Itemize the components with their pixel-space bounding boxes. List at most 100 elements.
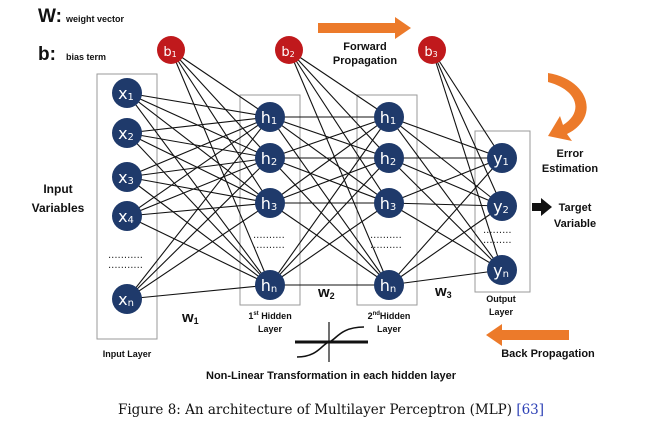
hidden2-num: 2	[368, 311, 373, 321]
output-node-n: yn	[487, 255, 517, 285]
connection-line	[269, 116, 390, 286]
back-propagation: Back Propagation	[486, 324, 595, 360]
input-layer-label: Input Layer	[103, 349, 152, 359]
hidden1-label: 1st Hidden Layer	[248, 311, 291, 334]
bias-node-2-label: b2	[281, 45, 294, 60]
connection-line	[431, 49, 503, 159]
connection-line	[288, 49, 390, 118]
hidden1-node-1-circle	[255, 102, 285, 132]
hidden2-sup: nd	[373, 311, 381, 317]
connection-line	[388, 202, 503, 207]
input-node-2-circle	[112, 118, 142, 148]
caption-citation[interactable]: [63]	[516, 402, 544, 418]
connection-line	[388, 157, 503, 207]
hidden2-node-2-label: h2	[380, 149, 397, 168]
w1-label: w1	[181, 309, 199, 326]
connection-line	[126, 157, 271, 217]
output-node-2-circle	[487, 191, 517, 221]
connection-line	[288, 49, 390, 204]
hidden2-label-line1: 2ndHidden	[368, 311, 411, 321]
connection-line	[388, 157, 503, 204]
bias-node-3-circle	[418, 36, 446, 64]
hidden2-node-2-circle	[374, 143, 404, 173]
hidden2-node-3-circle	[374, 188, 404, 218]
hidden2-node-1: h1	[374, 102, 404, 132]
output-label-line1: Output	[486, 294, 516, 304]
input-node-2: x2	[112, 118, 142, 148]
connection-line	[288, 49, 390, 159]
w1-main: w	[181, 309, 194, 326]
input-node-3: x3	[112, 162, 142, 192]
b-symbol: b:	[38, 44, 56, 65]
input-node-3-label: x3	[118, 168, 134, 187]
forward-line1: Forward	[343, 41, 386, 53]
connection-line	[126, 92, 271, 286]
connection-line	[388, 157, 503, 271]
hidden1-node-1: h1	[255, 102, 285, 132]
connection-line	[126, 92, 271, 204]
hidden2-node-1-circle	[374, 102, 404, 132]
bias-node-1-label: b1	[163, 45, 176, 60]
output-node-2-label: y2	[493, 197, 509, 216]
connection-line	[126, 116, 271, 217]
connection-line	[431, 49, 503, 271]
back-arrow-icon	[486, 324, 569, 346]
w3-main: w	[434, 283, 447, 300]
hidden2-label-line2: Layer	[377, 324, 402, 334]
connection-line	[269, 157, 390, 204]
connection-line	[388, 116, 503, 207]
connections	[126, 49, 503, 300]
hidden1-ellipsis-2: ..........	[253, 240, 285, 251]
hidden1-node-3: h3	[255, 188, 285, 218]
hidden2-node-3: h3	[374, 188, 404, 218]
connection-line	[388, 205, 503, 286]
connection-line	[288, 49, 390, 286]
connection-line	[388, 116, 503, 271]
input-variables-line2: Variables	[32, 201, 85, 215]
input-node-1: x1	[112, 78, 142, 108]
connection-line	[269, 157, 390, 286]
w-text: weight vector	[65, 14, 125, 24]
w1-sub: 1	[194, 316, 199, 326]
figure-caption: Figure 8: An architecture of Multilayer …	[118, 402, 544, 418]
hidden1-node-2: h2	[255, 143, 285, 173]
bias-node-1-circle	[157, 36, 185, 64]
connection-line	[126, 176, 271, 204]
hidden1-node-3-circle	[255, 188, 285, 218]
w3-sub: 3	[447, 290, 452, 300]
forward-arrow-icon	[318, 17, 411, 39]
connection-line	[170, 49, 271, 286]
output-node-n-circle	[487, 255, 517, 285]
hidden1-node-n-label: hn	[261, 276, 277, 295]
legend: W: weight vector b: bias term	[38, 6, 125, 65]
connection-line	[388, 157, 503, 286]
w2-main: w	[317, 284, 330, 301]
input-variables-line1: Input	[43, 182, 72, 196]
input-ellipsis-2: ...........	[108, 260, 143, 271]
connection-line	[126, 116, 271, 134]
connection-line	[126, 116, 271, 300]
bias-node-1: b1	[157, 36, 185, 64]
error-estimation: Error Estimation	[542, 73, 598, 175]
output-node-1: y1	[487, 143, 517, 173]
hidden1-node-n: hn	[255, 270, 285, 300]
hidden1-node-3-label: h3	[261, 194, 278, 213]
curved-arrow-icon	[548, 73, 587, 141]
nonlinear-label: Non-Linear Transformation in each hidden…	[206, 370, 457, 382]
layer-boxes	[96, 73, 531, 340]
connection-line	[126, 202, 271, 300]
input-node-3-circle	[112, 162, 142, 192]
hidden1-sup: st	[253, 311, 258, 317]
output-label-line2: Layer	[489, 307, 514, 317]
connection-line	[269, 202, 390, 286]
forward-line2: Propagation	[333, 55, 397, 67]
connection-line	[126, 116, 271, 178]
input-node-n: xn	[112, 284, 142, 314]
bias-node-3-label: b3	[424, 45, 437, 60]
w-symbol: W:	[38, 6, 62, 27]
output-node-2: y2	[487, 191, 517, 221]
output-label: Output Layer	[486, 294, 516, 317]
connection-line	[126, 157, 271, 300]
input-ellipsis: ...........	[108, 250, 143, 261]
hidden1-ellipsis: ..........	[253, 230, 285, 241]
